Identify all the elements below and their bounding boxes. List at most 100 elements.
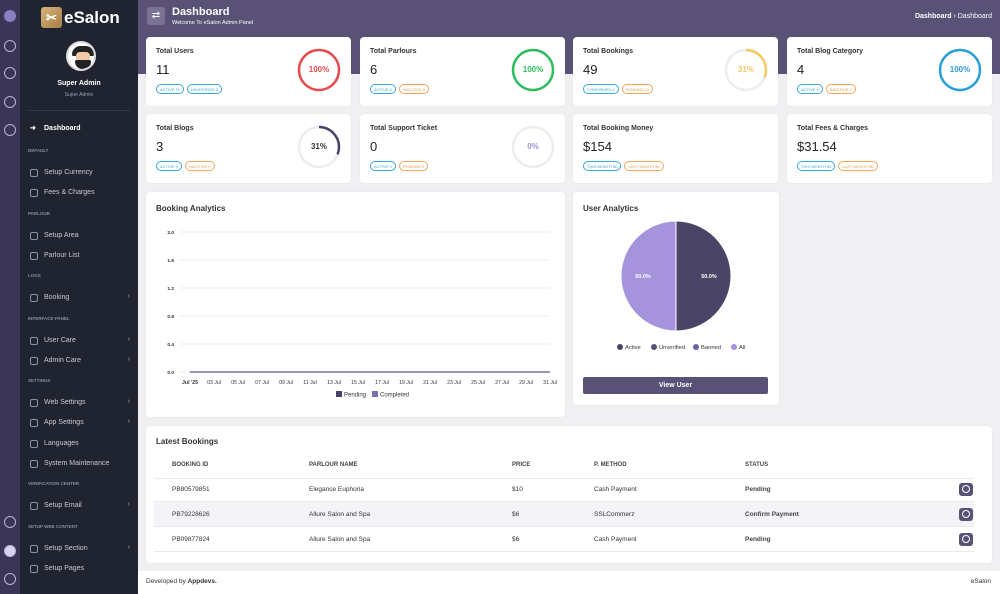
sidebar-item-label: Setup Email bbox=[44, 502, 82, 510]
page-subtitle: Welcome To eSalon Admin Panel bbox=[172, 20, 254, 26]
setup-area-icon bbox=[30, 231, 38, 240]
progress-percent: 31% bbox=[310, 142, 327, 151]
status-badge: ACTIVE 3 bbox=[156, 161, 182, 171]
sidebar-item-admin-care[interactable]: Admin Care › bbox=[20, 352, 138, 370]
view-user-button[interactable]: View User bbox=[583, 377, 768, 394]
sidebar-item-setup-email[interactable]: Setup Email › bbox=[20, 497, 138, 515]
footer-company-link[interactable]: Appdevs. bbox=[187, 578, 217, 585]
sidebar-item-system-maintenance[interactable]: System Maintenance bbox=[20, 455, 138, 473]
setup-pages-icon bbox=[30, 564, 38, 573]
status-badge: ACTIVE 11 bbox=[156, 84, 184, 94]
user-analytics-title: User Analytics bbox=[583, 204, 639, 213]
status-badge: PENDING 0 bbox=[398, 161, 429, 171]
y-tick-label: 0.8 bbox=[167, 314, 174, 320]
info-icon bbox=[962, 510, 970, 518]
table-cell: PB79228626 bbox=[172, 511, 210, 518]
sidebar-section-title: PARLOUR bbox=[28, 210, 50, 216]
stat-card-total-fees-charges: Total Fees & Charges $31.54 THIS MONTH $0 L… bbox=[787, 114, 992, 183]
sidebar-item-user-care[interactable]: User Care › bbox=[20, 332, 138, 350]
sidebar-section-title: DEFAULT bbox=[28, 148, 49, 153]
footer-credit: Developed by Appdevs. bbox=[146, 578, 217, 585]
booking-analytics-card: Booking Analytics 2.0 1.6 1.2 0.8 0.4 0.0 Jul … bbox=[146, 192, 565, 417]
legend-swatch bbox=[336, 391, 342, 397]
sidebar-item-dashboard[interactable]: ➜ Dashboard bbox=[30, 125, 81, 132]
legend-swatch bbox=[731, 344, 737, 350]
brand-name[interactable]: eSalon bbox=[64, 8, 120, 27]
sidebar-item-setup-section[interactable]: Setup Section › bbox=[20, 540, 138, 558]
support-icon[interactable] bbox=[4, 124, 16, 136]
column-header: PRICE bbox=[512, 462, 531, 468]
sidebar-item-fees-charges[interactable]: Fees & Charges bbox=[20, 184, 138, 202]
printer-icon[interactable] bbox=[4, 545, 16, 557]
chevron-right-icon: › bbox=[127, 501, 130, 509]
y-tick-label: 1.6 bbox=[167, 258, 174, 264]
table-cell: Cash Payment bbox=[594, 536, 637, 543]
table-cell: Elegance Euphoria bbox=[309, 486, 364, 493]
table-cell: Allure Salon and Spa bbox=[309, 536, 371, 543]
chevron-right-icon: › bbox=[127, 543, 130, 551]
stat-title: Total Bookings bbox=[583, 48, 634, 55]
progress-ring: 0% bbox=[510, 124, 556, 170]
view-details-button[interactable] bbox=[959, 533, 973, 546]
stat-tags: ACTIVE 4 INACTIVE 0 bbox=[797, 84, 859, 102]
sidebar-item-booking[interactable]: Booking › bbox=[20, 289, 138, 307]
icon-rail bbox=[0, 0, 20, 594]
table-cell: Pending bbox=[745, 486, 771, 493]
sidebar-item-setup-pages[interactable]: Setup Pages bbox=[20, 560, 138, 578]
stat-tags: THIS MONTH $0 LAST MONTH $0 bbox=[797, 161, 881, 179]
sidebar-item-label: App Settings bbox=[44, 419, 84, 427]
gear-icon[interactable] bbox=[4, 516, 16, 528]
progress-ring: 31% bbox=[296, 124, 342, 170]
chevron-right-icon: › bbox=[127, 293, 130, 301]
sidebar-item-setup-currency[interactable]: Setup Currency bbox=[20, 164, 138, 182]
column-header: STATUS bbox=[745, 462, 769, 468]
sidebar-item-languages[interactable]: Languages bbox=[20, 435, 138, 453]
legend-swatch bbox=[372, 391, 378, 397]
stat-title: Total Blog Category bbox=[797, 48, 863, 55]
sidebar: ✂ eSalon Super Admin Super Admin ➜ Dashb… bbox=[20, 0, 138, 594]
status-badge: LAST MONTH $0 bbox=[624, 161, 664, 171]
status-badge: INACTIVE 0 bbox=[184, 161, 215, 171]
progress-ring-arc bbox=[511, 48, 555, 92]
breadcrumb-current: Dashboard bbox=[957, 13, 992, 20]
user-analytics-card: User Analytics 50.0% 50.0% Active Unverifie… bbox=[573, 192, 779, 405]
sidebar-item-setup-area[interactable]: Setup Area bbox=[20, 227, 138, 245]
progress-ring-arc bbox=[724, 48, 768, 92]
sidebar-item-app-settings[interactable]: App Settings › bbox=[20, 414, 138, 432]
bell-icon[interactable] bbox=[4, 96, 16, 108]
status-badge: PENDING 11 bbox=[621, 84, 654, 94]
app-settings-icon bbox=[30, 419, 38, 428]
view-details-button[interactable] bbox=[959, 508, 973, 521]
brand-logo-icon[interactable]: ✂ bbox=[41, 7, 62, 28]
breadcrumb-root[interactable]: Dashboard bbox=[914, 13, 952, 20]
stat-value: 6 bbox=[370, 62, 378, 77]
crosshair-icon[interactable] bbox=[4, 67, 16, 79]
x-tick-label: 17 Jul bbox=[375, 380, 389, 386]
view-details-button[interactable] bbox=[959, 483, 973, 496]
logo-icon[interactable] bbox=[4, 10, 16, 22]
stat-title: Total Support Ticket bbox=[370, 125, 438, 132]
stat-value: 0 bbox=[370, 139, 378, 154]
divider bbox=[28, 110, 130, 111]
toggle-sidebar-button[interactable]: ⇄ bbox=[147, 7, 165, 25]
stat-value: 49 bbox=[583, 62, 598, 77]
table-row: PB80579851 Elegance Euphoria $10 Cash Payme… bbox=[154, 477, 974, 502]
power-icon[interactable] bbox=[4, 573, 16, 585]
setup-email-icon bbox=[30, 502, 38, 511]
sidebar-item-parlour-list[interactable]: Parlour List bbox=[20, 247, 138, 265]
booking-analytics-chart: 2.0 1.6 1.2 0.8 0.4 0.0 Jul '25 03 Jul 05 Jul 07 … bbox=[167, 230, 557, 399]
search-icon[interactable] bbox=[4, 40, 16, 52]
user-role: Super Admin bbox=[64, 92, 94, 98]
sidebar-item-label: Parlour List bbox=[44, 251, 80, 259]
stat-title: Total Users bbox=[156, 48, 194, 55]
avatar[interactable] bbox=[66, 41, 96, 71]
sidebar-item-web-settings[interactable]: Web Settings › bbox=[20, 394, 138, 412]
status-badge: LAST MONTH $0 bbox=[838, 161, 878, 171]
progress-percent: 100% bbox=[949, 65, 971, 74]
stat-tags: CONFIRMED 4 PENDING 11 bbox=[583, 84, 656, 102]
latest-bookings-title: Latest Bookings bbox=[156, 437, 219, 446]
chevron-right-icon: › bbox=[127, 418, 130, 426]
legend-label: Banned bbox=[701, 345, 721, 351]
x-tick-label: 09 Jul bbox=[279, 380, 293, 386]
status-badge: UNVERIFIED 0 bbox=[186, 84, 223, 94]
